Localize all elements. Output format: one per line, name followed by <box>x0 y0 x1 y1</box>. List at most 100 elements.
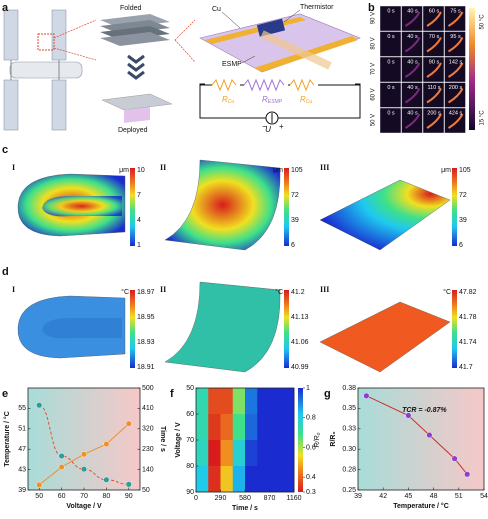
colorbar-tick-label: 10 <box>137 167 145 174</box>
subpanel-label: I <box>12 163 15 172</box>
surface-inner <box>42 318 122 339</box>
time-label: 0 s <box>387 8 395 14</box>
y-tick-label: 60 <box>186 411 194 418</box>
y-axis-label: Temperature / °C <box>3 411 11 467</box>
surface <box>164 281 281 373</box>
colorbar-unit: μm <box>441 167 451 174</box>
heat-cell <box>257 388 270 415</box>
subscript: ESMP <box>268 99 283 105</box>
heated-strip <box>404 88 421 104</box>
plot-background <box>28 388 140 490</box>
panel-label: g <box>324 388 331 400</box>
data-point <box>58 464 65 471</box>
colorbar-tick-label: 0.6 <box>306 444 316 451</box>
heat-cell <box>269 388 283 415</box>
panel-label: c <box>2 144 8 156</box>
colorbar-unit: °C <box>275 288 283 296</box>
data-point <box>464 471 471 478</box>
x-tick-label: 0 <box>194 495 198 502</box>
heat-cell <box>232 440 246 467</box>
device <box>199 9 361 73</box>
y-tick-label: 0.25 <box>342 487 356 494</box>
data-point <box>363 392 370 399</box>
time-label: 70 s <box>429 34 440 40</box>
x-tick-label: 70 <box>80 493 88 500</box>
colorbar <box>130 290 135 368</box>
heat-cell <box>196 466 209 493</box>
heat-cell <box>281 440 295 467</box>
time-label: 0 s <box>387 59 395 65</box>
colorbar-unit: μm <box>273 167 283 174</box>
colorbar-tick-label: 18.93 <box>137 339 155 346</box>
row-label: 90 V <box>371 12 377 24</box>
colorbar-tick-label: 41.7 <box>459 364 473 371</box>
resistor-label: RCu <box>222 95 234 105</box>
y2-tick-label: 500 <box>142 385 154 392</box>
label: Deployed <box>118 127 148 134</box>
heated-strip <box>447 113 464 129</box>
thermal-frame <box>379 56 402 83</box>
colorbar-tick-label: 72 <box>291 192 299 199</box>
colorbar-tick-label: 1 <box>137 242 141 249</box>
time-label: 0 s <box>387 110 395 116</box>
y-tick-label: 0.38 <box>342 385 356 392</box>
data-point <box>36 402 43 409</box>
heat-cell <box>245 466 258 493</box>
data-point <box>103 441 110 448</box>
thermal-frame <box>379 82 402 108</box>
x-tick-label: 51 <box>455 493 463 500</box>
time-label: 60 s <box>429 8 440 14</box>
y-tick-label: 0.30 <box>342 446 356 453</box>
colorbar-tick-label: 105 <box>459 167 471 174</box>
y-tick-label: 47 <box>18 446 26 453</box>
row-label: 60 V <box>371 88 377 100</box>
heat-cell <box>269 414 283 441</box>
colorbar-tick-label: 105 <box>291 167 303 174</box>
x-tick-label: 1160 <box>286 495 301 502</box>
heat-cell <box>208 440 221 467</box>
heat-cell <box>245 440 258 467</box>
colorbar-tick-label: 0.8 <box>306 415 316 422</box>
x-tick-label: 290 <box>215 495 227 502</box>
row-label: 50 V <box>371 114 377 126</box>
heated-strip <box>426 88 442 104</box>
y-tick-label: 90 <box>186 489 194 496</box>
space-station <box>3 9 97 131</box>
subpanel-label: II <box>160 163 166 172</box>
x-tick-label: 42 <box>379 493 387 500</box>
data-point <box>80 451 87 458</box>
heat-cell <box>269 440 283 467</box>
heat-cell <box>232 414 246 441</box>
subpanel-label: III <box>320 163 329 172</box>
colorbar-tick-label: 41.74 <box>459 339 477 346</box>
colorbar <box>130 168 135 246</box>
y2-tick-label: 320 <box>142 426 154 433</box>
time-label: 0 s <box>387 34 395 40</box>
time-label: 200 s <box>449 85 463 91</box>
heat-cell <box>220 388 234 415</box>
subscript: Cu <box>306 99 313 105</box>
colorbar-tick-label: 40.99 <box>291 364 309 371</box>
heat-cell <box>220 414 234 441</box>
y2-tick-label: 140 <box>142 466 154 473</box>
panel-label: f <box>170 388 174 400</box>
x-axis-label: Voltage / V <box>66 503 102 510</box>
thermal-frame <box>379 31 402 57</box>
y-tick-label: 39 <box>18 487 26 494</box>
time-label: 110 s <box>427 85 440 91</box>
colorbar <box>284 290 289 368</box>
colorbar-label: 50 °C <box>480 14 486 30</box>
colorbar-label: R/R₀ <box>314 432 321 447</box>
x-tick-label: 80 <box>103 493 111 500</box>
x-tick-label: 39 <box>354 493 362 500</box>
y2-tick-label: 230 <box>142 446 154 453</box>
subscript: Cu <box>228 99 235 105</box>
heat-cell <box>220 440 234 467</box>
symbol: R <box>262 95 268 104</box>
heat-cell <box>196 414 209 441</box>
colorbar <box>469 8 475 130</box>
y-tick-label: 0.28 <box>342 466 356 473</box>
y-axis-label: R/R₀ <box>330 431 337 446</box>
time-label: 75 s <box>450 8 461 14</box>
